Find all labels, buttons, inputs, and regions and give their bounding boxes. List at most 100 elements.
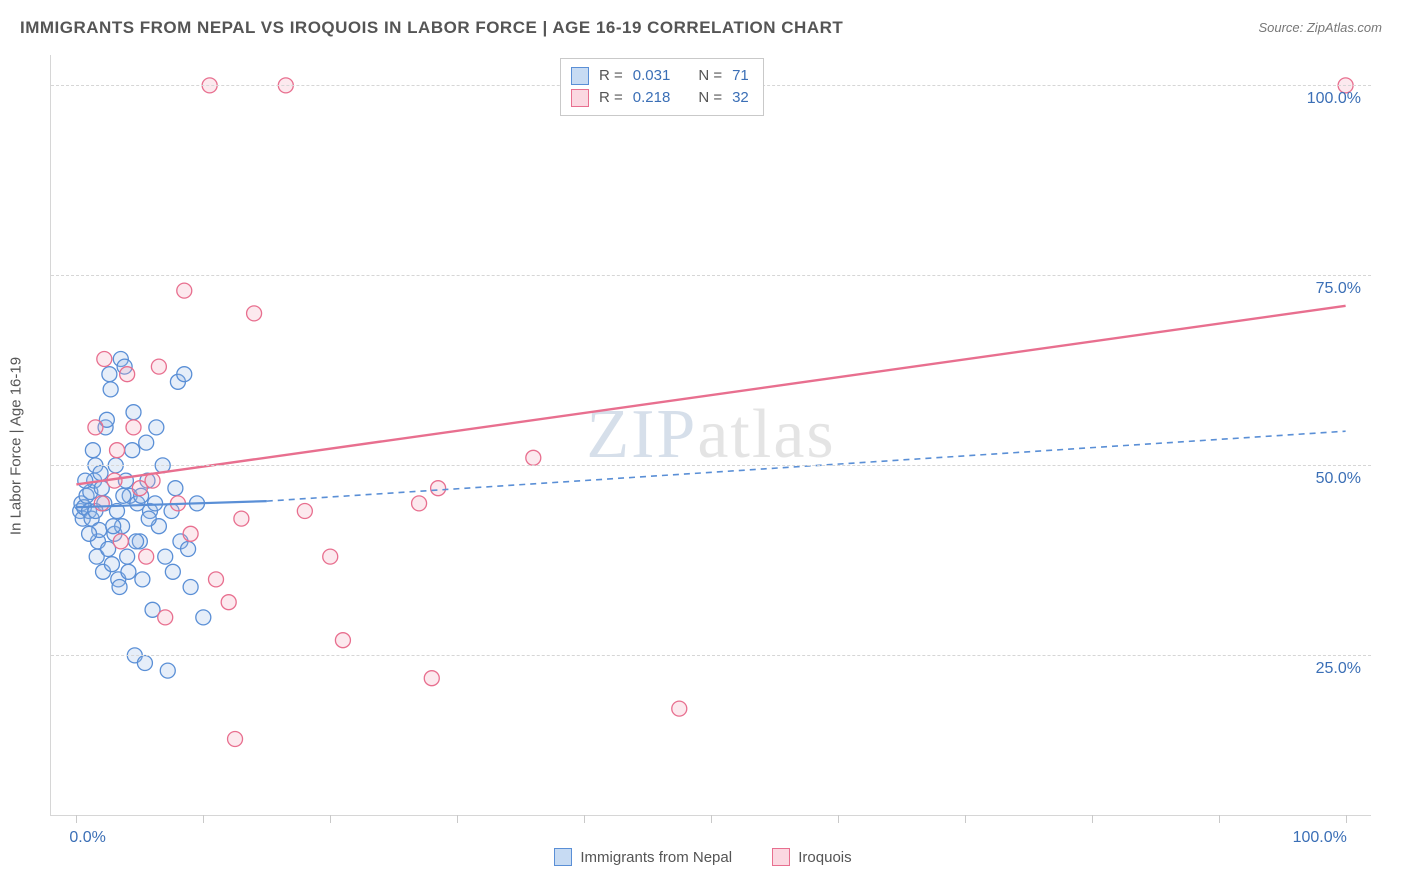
y-tick-label: 75.0% xyxy=(1316,280,1361,298)
data-point-iroquois xyxy=(412,496,427,511)
data-point-nepal xyxy=(121,564,136,579)
data-point-iroquois xyxy=(94,496,109,511)
r-label: R = xyxy=(599,87,623,109)
data-point-nepal xyxy=(149,420,164,435)
data-point-nepal xyxy=(112,580,127,595)
data-point-iroquois xyxy=(672,701,687,716)
data-point-iroquois xyxy=(297,504,312,519)
x-tick xyxy=(711,815,712,823)
legend-series: Immigrants from Nepal Iroquois xyxy=(0,848,1406,870)
y-tick-label: 100.0% xyxy=(1307,90,1361,108)
data-point-iroquois xyxy=(177,283,192,298)
data-point-nepal xyxy=(126,405,141,420)
r-value-nepal: 0.031 xyxy=(633,65,671,87)
data-point-iroquois xyxy=(151,359,166,374)
data-point-nepal xyxy=(168,481,183,496)
plot-area: ZIPatlas 25.0%50.0%75.0%100.0% xyxy=(50,55,1371,816)
data-point-iroquois xyxy=(97,352,112,367)
data-point-iroquois xyxy=(234,511,249,526)
x-tick xyxy=(203,815,204,823)
r-label: R = xyxy=(599,65,623,87)
source-label: Source: xyxy=(1258,20,1306,35)
data-point-nepal xyxy=(129,534,144,549)
swatch-iroquois xyxy=(571,89,589,107)
data-point-iroquois xyxy=(139,549,154,564)
data-point-iroquois xyxy=(221,595,236,610)
chart-svg xyxy=(51,55,1371,815)
source-attribution: Source: ZipAtlas.com xyxy=(1258,20,1382,35)
data-point-iroquois xyxy=(247,306,262,321)
x-tick xyxy=(965,815,966,823)
x-tick xyxy=(1219,815,1220,823)
n-value-nepal: 71 xyxy=(732,65,749,87)
x-tick xyxy=(330,815,331,823)
chart-container: IMMIGRANTS FROM NEPAL VS IROQUOIS IN LAB… xyxy=(0,0,1406,892)
gridline-horizontal xyxy=(51,655,1371,656)
data-point-iroquois xyxy=(158,610,173,625)
data-point-iroquois xyxy=(431,481,446,496)
data-point-nepal xyxy=(116,488,131,503)
x-tick-label: 0.0% xyxy=(69,829,105,847)
legend-item-nepal: Immigrants from Nepal xyxy=(554,848,732,866)
y-tick-label: 50.0% xyxy=(1316,470,1361,488)
y-tick-label: 25.0% xyxy=(1316,660,1361,678)
x-tick xyxy=(838,815,839,823)
data-point-nepal xyxy=(141,511,156,526)
swatch-iroquois xyxy=(772,848,790,866)
data-point-nepal xyxy=(125,443,140,458)
data-point-iroquois xyxy=(120,367,135,382)
legend-row-iroquois: R = 0.218 N = 32 xyxy=(571,87,749,109)
data-point-nepal xyxy=(148,496,163,511)
data-point-nepal xyxy=(106,519,121,534)
data-point-iroquois xyxy=(110,443,125,458)
x-tick xyxy=(457,815,458,823)
swatch-nepal xyxy=(554,848,572,866)
r-value-iroquois: 0.218 xyxy=(633,87,671,109)
data-point-nepal xyxy=(104,557,119,572)
data-point-iroquois xyxy=(323,549,338,564)
series-label-iroquois: Iroquois xyxy=(798,849,851,866)
data-point-nepal xyxy=(120,549,135,564)
data-point-nepal xyxy=(137,656,152,671)
data-point-iroquois xyxy=(335,633,350,648)
x-tick xyxy=(1346,815,1347,823)
data-point-iroquois xyxy=(113,534,128,549)
data-point-iroquois xyxy=(183,526,198,541)
data-point-nepal xyxy=(196,610,211,625)
x-tick xyxy=(584,815,585,823)
data-point-nepal xyxy=(82,526,97,541)
data-point-iroquois xyxy=(526,450,541,465)
data-point-iroquois xyxy=(228,732,243,747)
data-point-nepal xyxy=(93,466,108,481)
data-point-nepal xyxy=(183,580,198,595)
data-point-nepal xyxy=(102,367,117,382)
data-point-nepal xyxy=(181,542,196,557)
data-point-nepal xyxy=(103,382,118,397)
x-tick xyxy=(76,815,77,823)
data-point-iroquois xyxy=(209,572,224,587)
legend-item-iroquois: Iroquois xyxy=(772,848,851,866)
data-point-nepal xyxy=(158,549,173,564)
data-point-iroquois xyxy=(126,420,141,435)
y-axis-title: In Labor Force | Age 16-19 xyxy=(8,357,25,535)
n-label: N = xyxy=(698,65,722,87)
chart-title: IMMIGRANTS FROM NEPAL VS IROQUOIS IN LAB… xyxy=(20,18,843,38)
legend-row-nepal: R = 0.031 N = 71 xyxy=(571,65,749,87)
data-point-iroquois xyxy=(424,671,439,686)
data-point-iroquois xyxy=(88,420,103,435)
gridline-horizontal xyxy=(51,465,1371,466)
x-tick xyxy=(1092,815,1093,823)
data-point-nepal xyxy=(78,473,93,488)
swatch-nepal xyxy=(571,67,589,85)
n-value-iroquois: 32 xyxy=(732,87,749,109)
source-value: ZipAtlas.com xyxy=(1307,20,1382,35)
data-point-nepal xyxy=(135,572,150,587)
gridline-horizontal xyxy=(51,275,1371,276)
series-label-nepal: Immigrants from Nepal xyxy=(580,849,732,866)
data-point-nepal xyxy=(139,435,154,450)
trendline-iroquois xyxy=(76,306,1345,485)
n-label: N = xyxy=(698,87,722,109)
data-point-nepal xyxy=(177,367,192,382)
data-point-iroquois xyxy=(132,481,147,496)
x-tick-label: 100.0% xyxy=(1293,829,1347,847)
